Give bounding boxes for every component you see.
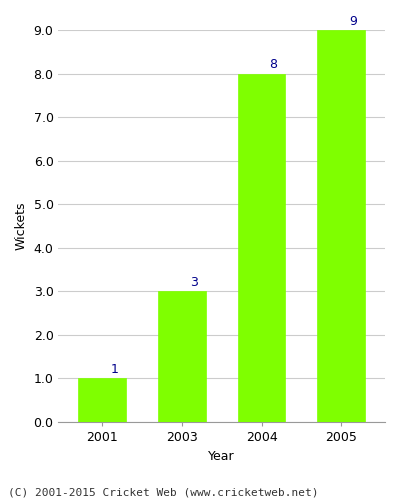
Text: 8: 8 — [270, 58, 278, 71]
X-axis label: Year: Year — [208, 450, 235, 462]
Bar — [317, 30, 365, 422]
Text: (C) 2001-2015 Cricket Web (www.cricketweb.net): (C) 2001-2015 Cricket Web (www.cricketwe… — [8, 488, 318, 498]
Bar — [78, 378, 126, 422]
Text: 9: 9 — [349, 15, 357, 28]
Bar — [158, 292, 206, 422]
Bar — [238, 74, 286, 422]
Text: 3: 3 — [190, 276, 198, 289]
Y-axis label: Wickets: Wickets — [15, 202, 28, 250]
Text: 1: 1 — [110, 363, 118, 376]
